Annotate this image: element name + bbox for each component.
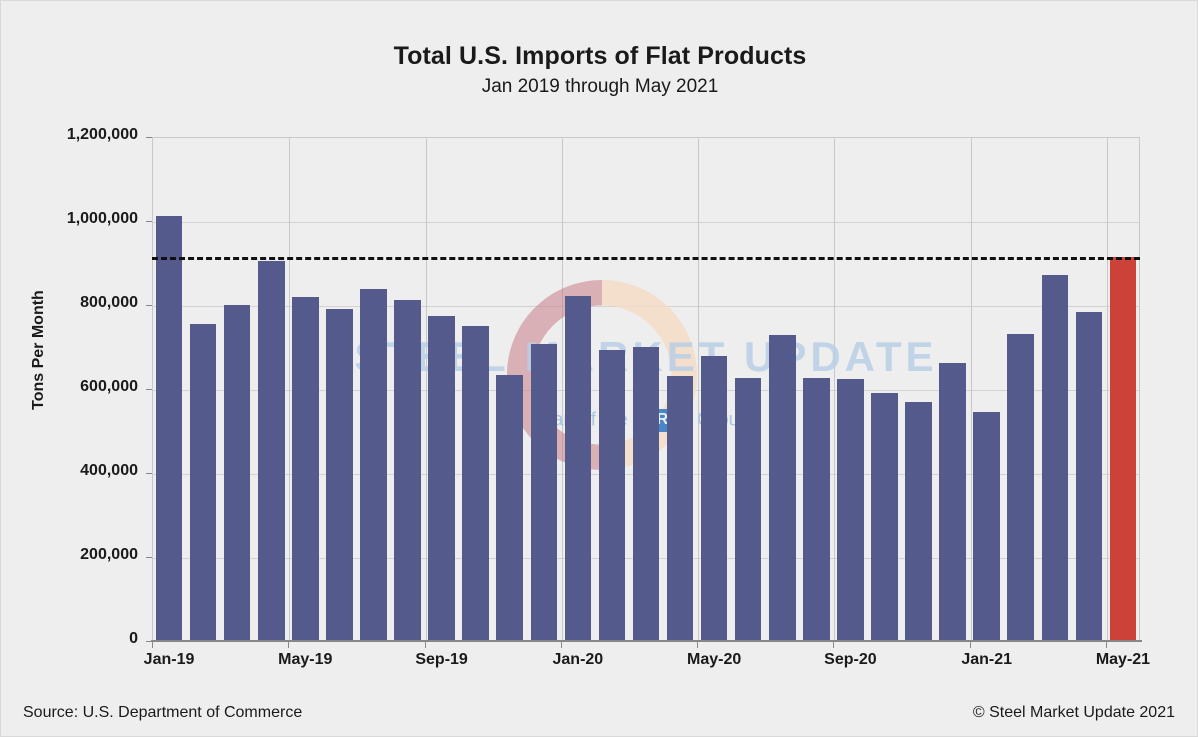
y-tick-label: 0 [129,630,138,647]
y-tick-mark [146,137,152,138]
bar [462,326,489,641]
bar [973,412,1000,641]
y-tick-label: 400,000 [80,462,138,479]
bar [1075,312,1103,641]
x-tick-mark [288,641,290,648]
y-tick-mark [146,557,152,558]
bar [496,375,523,641]
y-tick-mark [146,389,152,390]
x-tick-label: May-21 [1095,651,1151,668]
y-tick-label: 1,200,000 [66,126,138,143]
bar [155,215,183,641]
x-tick-mark [969,641,971,648]
gridline-vertical [289,138,291,641]
bar [837,378,864,641]
gridline-horizontal [153,222,1139,223]
y-tick-mark [146,641,152,642]
bar [905,401,932,641]
x-tick-mark [1105,641,1107,648]
reference-line [152,256,1140,260]
gridline-vertical [698,138,700,641]
x-tick-mark [697,641,699,648]
gridline-vertical [834,138,836,641]
y-tick-mark [146,221,152,222]
y-tick-label: 200,000 [80,546,138,563]
x-tick-mark [833,641,835,648]
bar [326,308,353,641]
bar [1109,256,1137,641]
y-tick-mark [146,305,152,306]
bar [598,350,626,641]
x-tick-mark [560,641,562,648]
bar [939,362,966,641]
x-tick-mark [152,641,153,648]
bar [360,289,387,641]
gridline-vertical [1106,138,1108,641]
x-tick-label: Jan-19 [143,651,195,668]
x-tick-label: Sep-20 [824,651,877,668]
y-tick-label: 1,000,000 [66,210,138,227]
bar-series [152,137,1140,641]
chart-subtitle: Jan 2019 through May 2021 [481,76,719,97]
y-tick-label: 800,000 [80,294,138,311]
y-axis-label: Tons Per Month [30,290,47,410]
x-axis-line [151,640,1142,642]
x-tick-label: Sep-19 [415,651,468,668]
bar [768,334,796,641]
bar [1007,333,1035,641]
gridline-vertical [425,138,427,641]
title-block: Total U.S. Imports of Flat Products Jan … [1,41,1198,100]
bar [734,377,762,641]
bar [394,299,421,641]
bar [700,356,728,641]
bar [871,392,898,641]
x-tick-label: May-19 [278,651,333,668]
x-tick-mark [424,641,426,648]
bar [564,295,592,641]
bar [428,315,455,641]
y-tick-label: 600,000 [80,378,138,395]
page-title: Total U.S. Imports of Flat Products [393,42,807,70]
x-tick-label: May-20 [687,651,742,668]
bar [292,296,319,641]
bar [666,375,694,641]
gridline-vertical [970,138,972,641]
x-tick-label: Jan-21 [961,651,1013,668]
source-note: Source: U.S. Department of Commerce [23,704,303,721]
bar [189,323,217,641]
bar [257,260,285,641]
bar [632,347,660,641]
bar [803,377,830,641]
bar [530,343,558,641]
copyright-note: © Steel Market Update 2021 [972,704,1175,721]
bar [1041,274,1069,641]
y-tick-mark [146,473,152,474]
x-tick-label: Jan-20 [552,651,604,668]
bar [223,304,251,641]
